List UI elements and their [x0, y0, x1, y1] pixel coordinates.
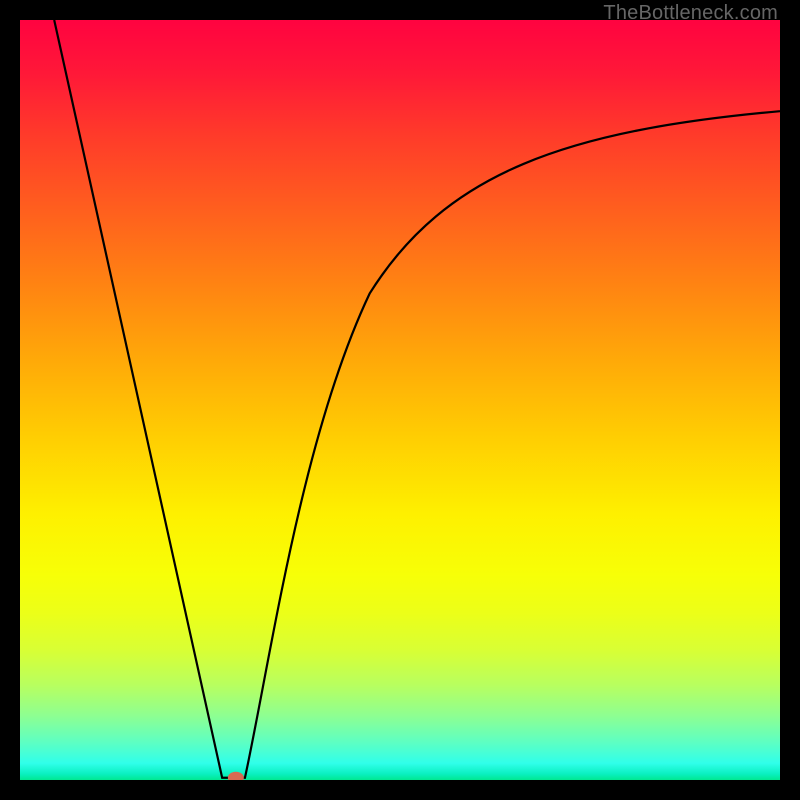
bottleneck-curve: [20, 20, 780, 780]
chart-outer-frame: TheBottleneck.com: [0, 0, 800, 800]
watermark-text: TheBottleneck.com: [603, 2, 778, 25]
minimum-marker: [228, 772, 244, 780]
plot-area: [20, 20, 780, 780]
